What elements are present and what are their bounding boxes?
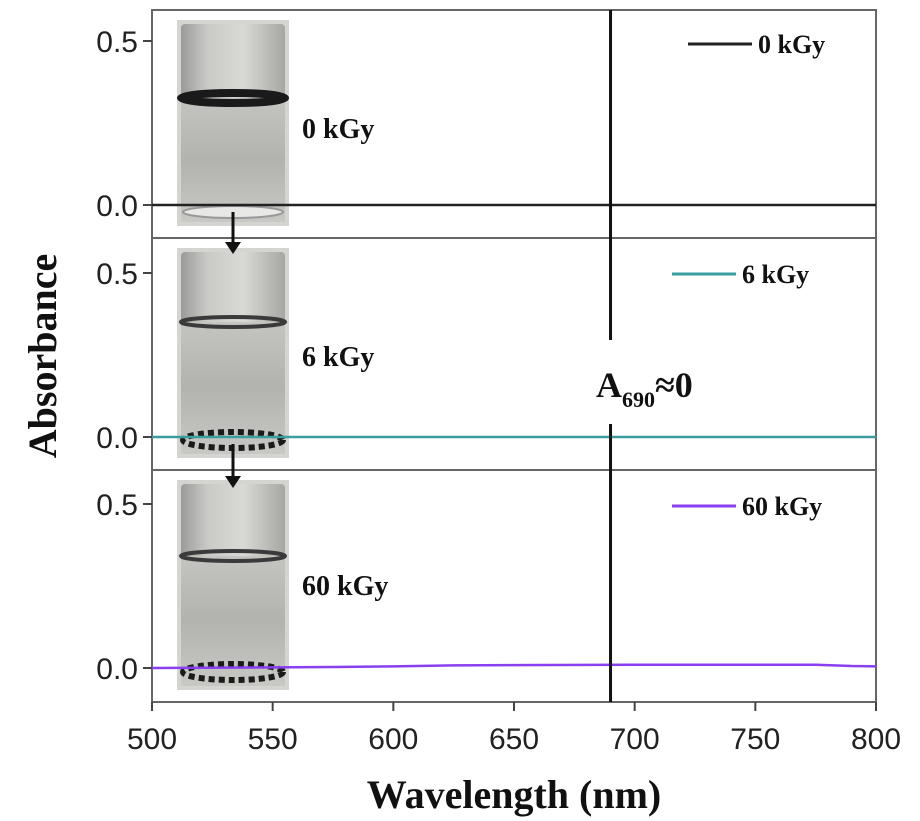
legend-label: 0 kGy (758, 30, 825, 59)
vial-photo (177, 480, 289, 690)
arrow-head (225, 476, 241, 488)
series-line (151, 663, 877, 670)
vial-liquid (181, 98, 285, 222)
x-tick-label: 700 (610, 723, 660, 756)
y-tick-label: 0.5 (96, 258, 138, 291)
y-tick-label: 0.0 (96, 422, 138, 455)
photo-label: 0 kGy (302, 114, 374, 145)
x-tick-label: 650 (489, 723, 539, 756)
arrow-head (225, 242, 241, 254)
y-tick-label: 0.0 (96, 190, 138, 223)
x-tick-label: 500 (127, 723, 177, 756)
vial-meniscus (179, 549, 287, 563)
y-axis-label: Absorbance (20, 254, 65, 458)
y-tick-label: 0.0 (96, 653, 138, 686)
x-tick-label: 550 (248, 723, 298, 756)
annotation-text: A690≈0 (596, 365, 693, 412)
vial-photo (177, 20, 289, 226)
x-tick-label: 600 (368, 723, 418, 756)
photo-label: 6 kGy (302, 342, 374, 373)
legend-label: 6 kGy (742, 260, 809, 289)
photo-label: 60 kGy (302, 571, 388, 602)
vial-meniscus (179, 315, 287, 329)
vial-sediment (180, 661, 286, 683)
vial-meniscus (177, 89, 289, 107)
x-tick-label: 800 (851, 723, 901, 756)
legend-label: 60 kGy (742, 492, 822, 521)
y-tick-label: 0.5 (96, 489, 138, 522)
vial-photo (177, 248, 289, 458)
x-tick-label: 750 (730, 723, 780, 756)
x-axis-label: Wavelength (nm) (367, 772, 661, 817)
y-tick-label: 0.5 (96, 26, 138, 59)
